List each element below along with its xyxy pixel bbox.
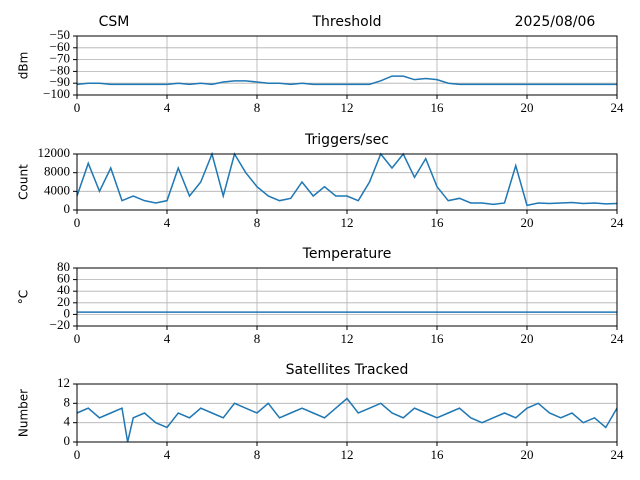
x-tick-label: 12 [341,215,354,230]
y-tick-label: 12000 [38,145,71,160]
x-tick-label: 0 [74,331,81,346]
x-tick-label: 20 [521,215,534,230]
series-line [76,151,618,207]
plot-frame [76,35,618,96]
x-tick-label: 20 [521,100,534,115]
x-tick-label: 24 [611,447,625,462]
y-tick-label: −70 [50,51,70,66]
x-tick-label: 12 [341,331,354,346]
series-line [76,75,617,86]
y-tick-label: −20 [50,317,70,332]
x-tick-label: 24 [611,100,625,115]
x-tick-label: 12 [341,447,354,462]
panel-title: Triggers/sec [304,132,389,148]
y-axis-label: Number [17,389,31,437]
y-tick-label: 0 [64,433,71,448]
plot-frame [76,383,618,443]
y-tick-label: 40 [57,282,70,297]
y-axis-label: dBm [17,52,31,80]
y-axis-label: °C [17,290,31,304]
title-right: 2025/08/06 [515,14,596,30]
title-left: CSM [99,14,130,30]
panel-title: Satellites Tracked [286,362,409,378]
y-tick-label: 4000 [44,182,70,197]
y-tick-label: 20 [57,294,70,309]
x-tick-label: 8 [254,215,261,230]
series-line [76,397,618,443]
x-tick-label: 0 [74,100,81,115]
x-tick-label: 4 [164,331,171,346]
y-tick-label: 12 [57,375,70,390]
x-tick-label: 20 [521,331,534,346]
x-tick-label: 8 [254,447,261,462]
x-tick-label: 16 [431,447,445,462]
x-tick-label: 4 [164,447,171,462]
y-tick-label: −80 [50,62,70,77]
x-tick-label: 8 [254,100,261,115]
y-tick-label: −50 [50,27,70,42]
panel-title: Threshold [312,14,382,30]
panel-title: Temperature [302,246,392,262]
x-tick-label: 4 [164,215,171,230]
x-tick-label: 8 [254,331,261,346]
y-axis-label: Count [17,164,31,200]
x-tick-label: 12 [341,100,354,115]
plot-frame [76,267,618,327]
x-tick-label: 0 [74,215,81,230]
y-tick-label: 0 [64,305,71,320]
y-tick-label: −60 [50,39,70,54]
y-tick-label: 0 [64,201,71,216]
x-tick-label: 0 [74,447,81,462]
y-tick-label: −100 [43,86,70,101]
x-tick-label: 16 [431,100,445,115]
x-tick-label: 20 [521,447,534,462]
plot-frame [76,153,618,211]
x-tick-label: 24 [611,215,625,230]
y-tick-label: 4 [64,414,71,429]
x-tick-label: 16 [431,331,445,346]
x-tick-label: 16 [431,215,445,230]
y-tick-label: 8 [64,394,71,409]
y-tick-label: 8000 [44,164,70,179]
y-tick-label: 80 [57,259,70,274]
y-tick-label: 60 [57,271,70,286]
x-tick-label: 24 [611,331,625,346]
x-tick-label: 4 [164,100,171,115]
y-tick-label: −90 [50,74,70,89]
